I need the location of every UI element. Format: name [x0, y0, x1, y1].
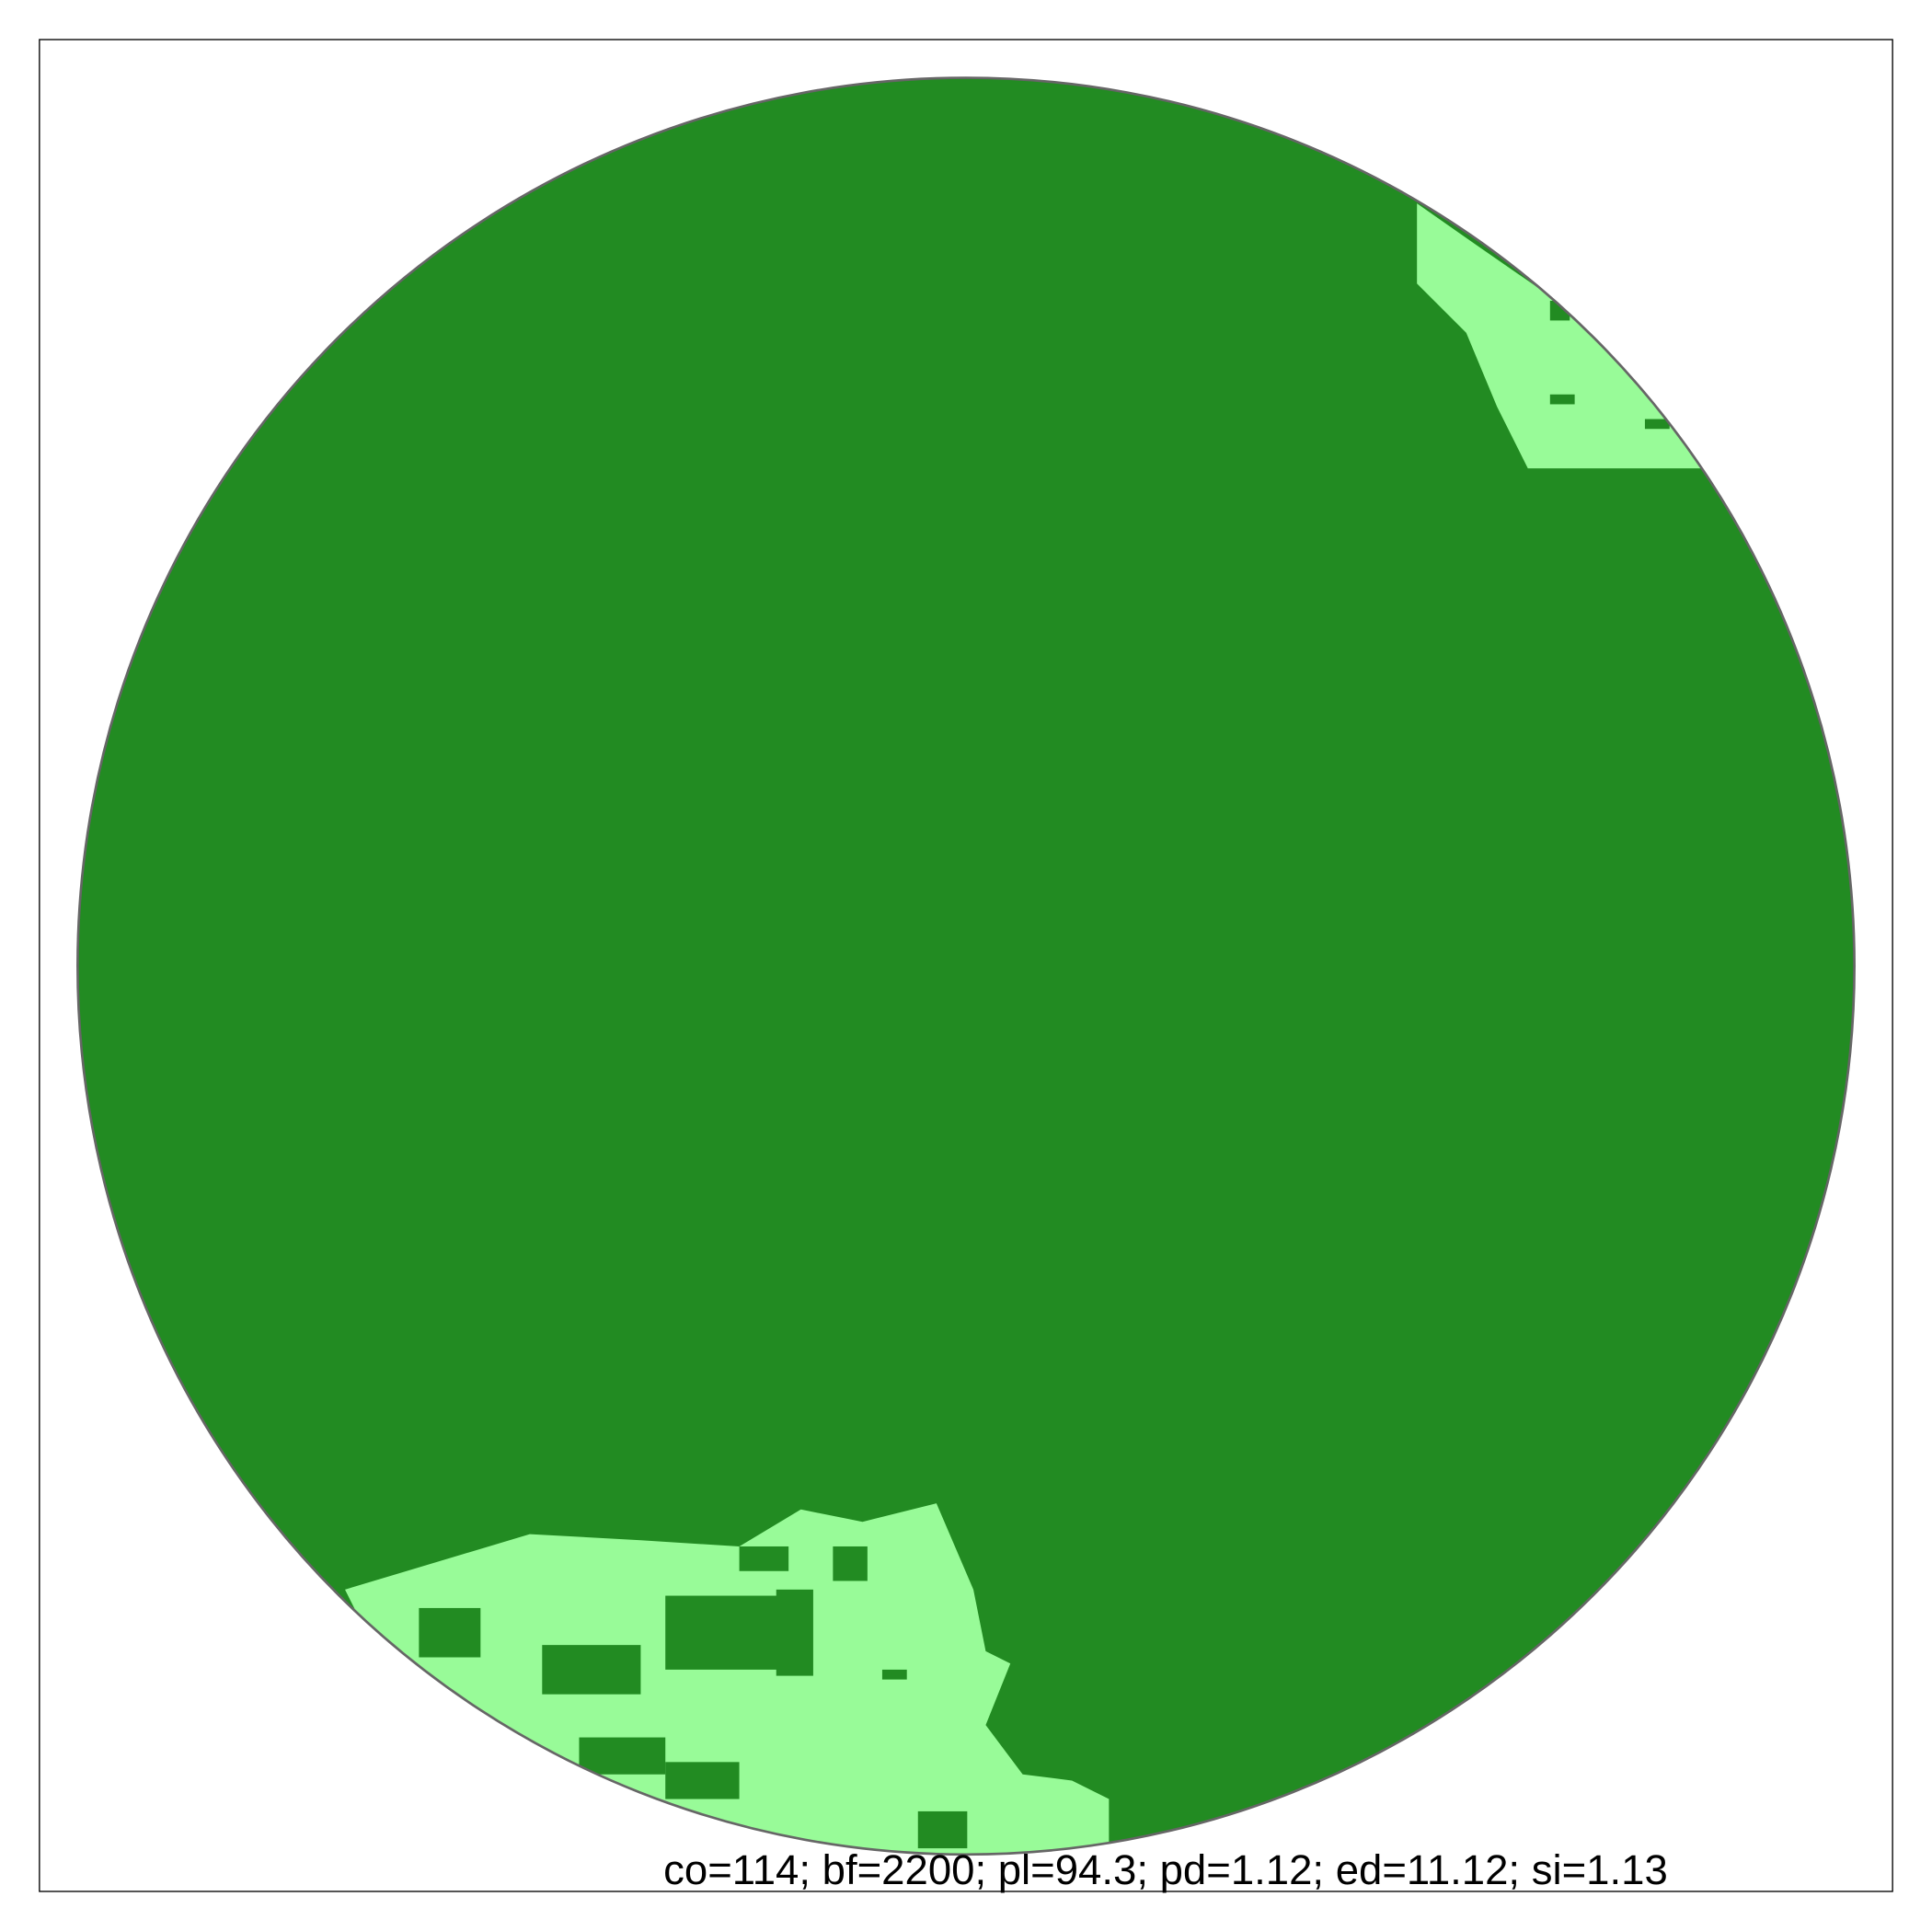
- caption: co=114; bf=2200; pl=94.3; pd=1.12; ed=11…: [663, 1846, 1668, 1893]
- raster: [77, 77, 1855, 1855]
- forest-speck: [1549, 394, 1575, 405]
- open-patch: [345, 1503, 1110, 1855]
- forest-speck: [665, 1762, 740, 1799]
- open-patch: [1417, 203, 1707, 469]
- sample-circle: [76, 76, 1856, 1856]
- forest-speck: [833, 1546, 868, 1581]
- forest-speck: [1644, 419, 1670, 430]
- forest-speck: [881, 1669, 907, 1680]
- forest-speck: [579, 1737, 666, 1775]
- forest-speck: [542, 1645, 641, 1695]
- frame: [39, 39, 1893, 1892]
- forest-speck: [739, 1546, 789, 1571]
- forest-speck: [419, 1607, 481, 1658]
- forest-speck: [917, 1810, 968, 1849]
- forest-speck: [776, 1589, 813, 1676]
